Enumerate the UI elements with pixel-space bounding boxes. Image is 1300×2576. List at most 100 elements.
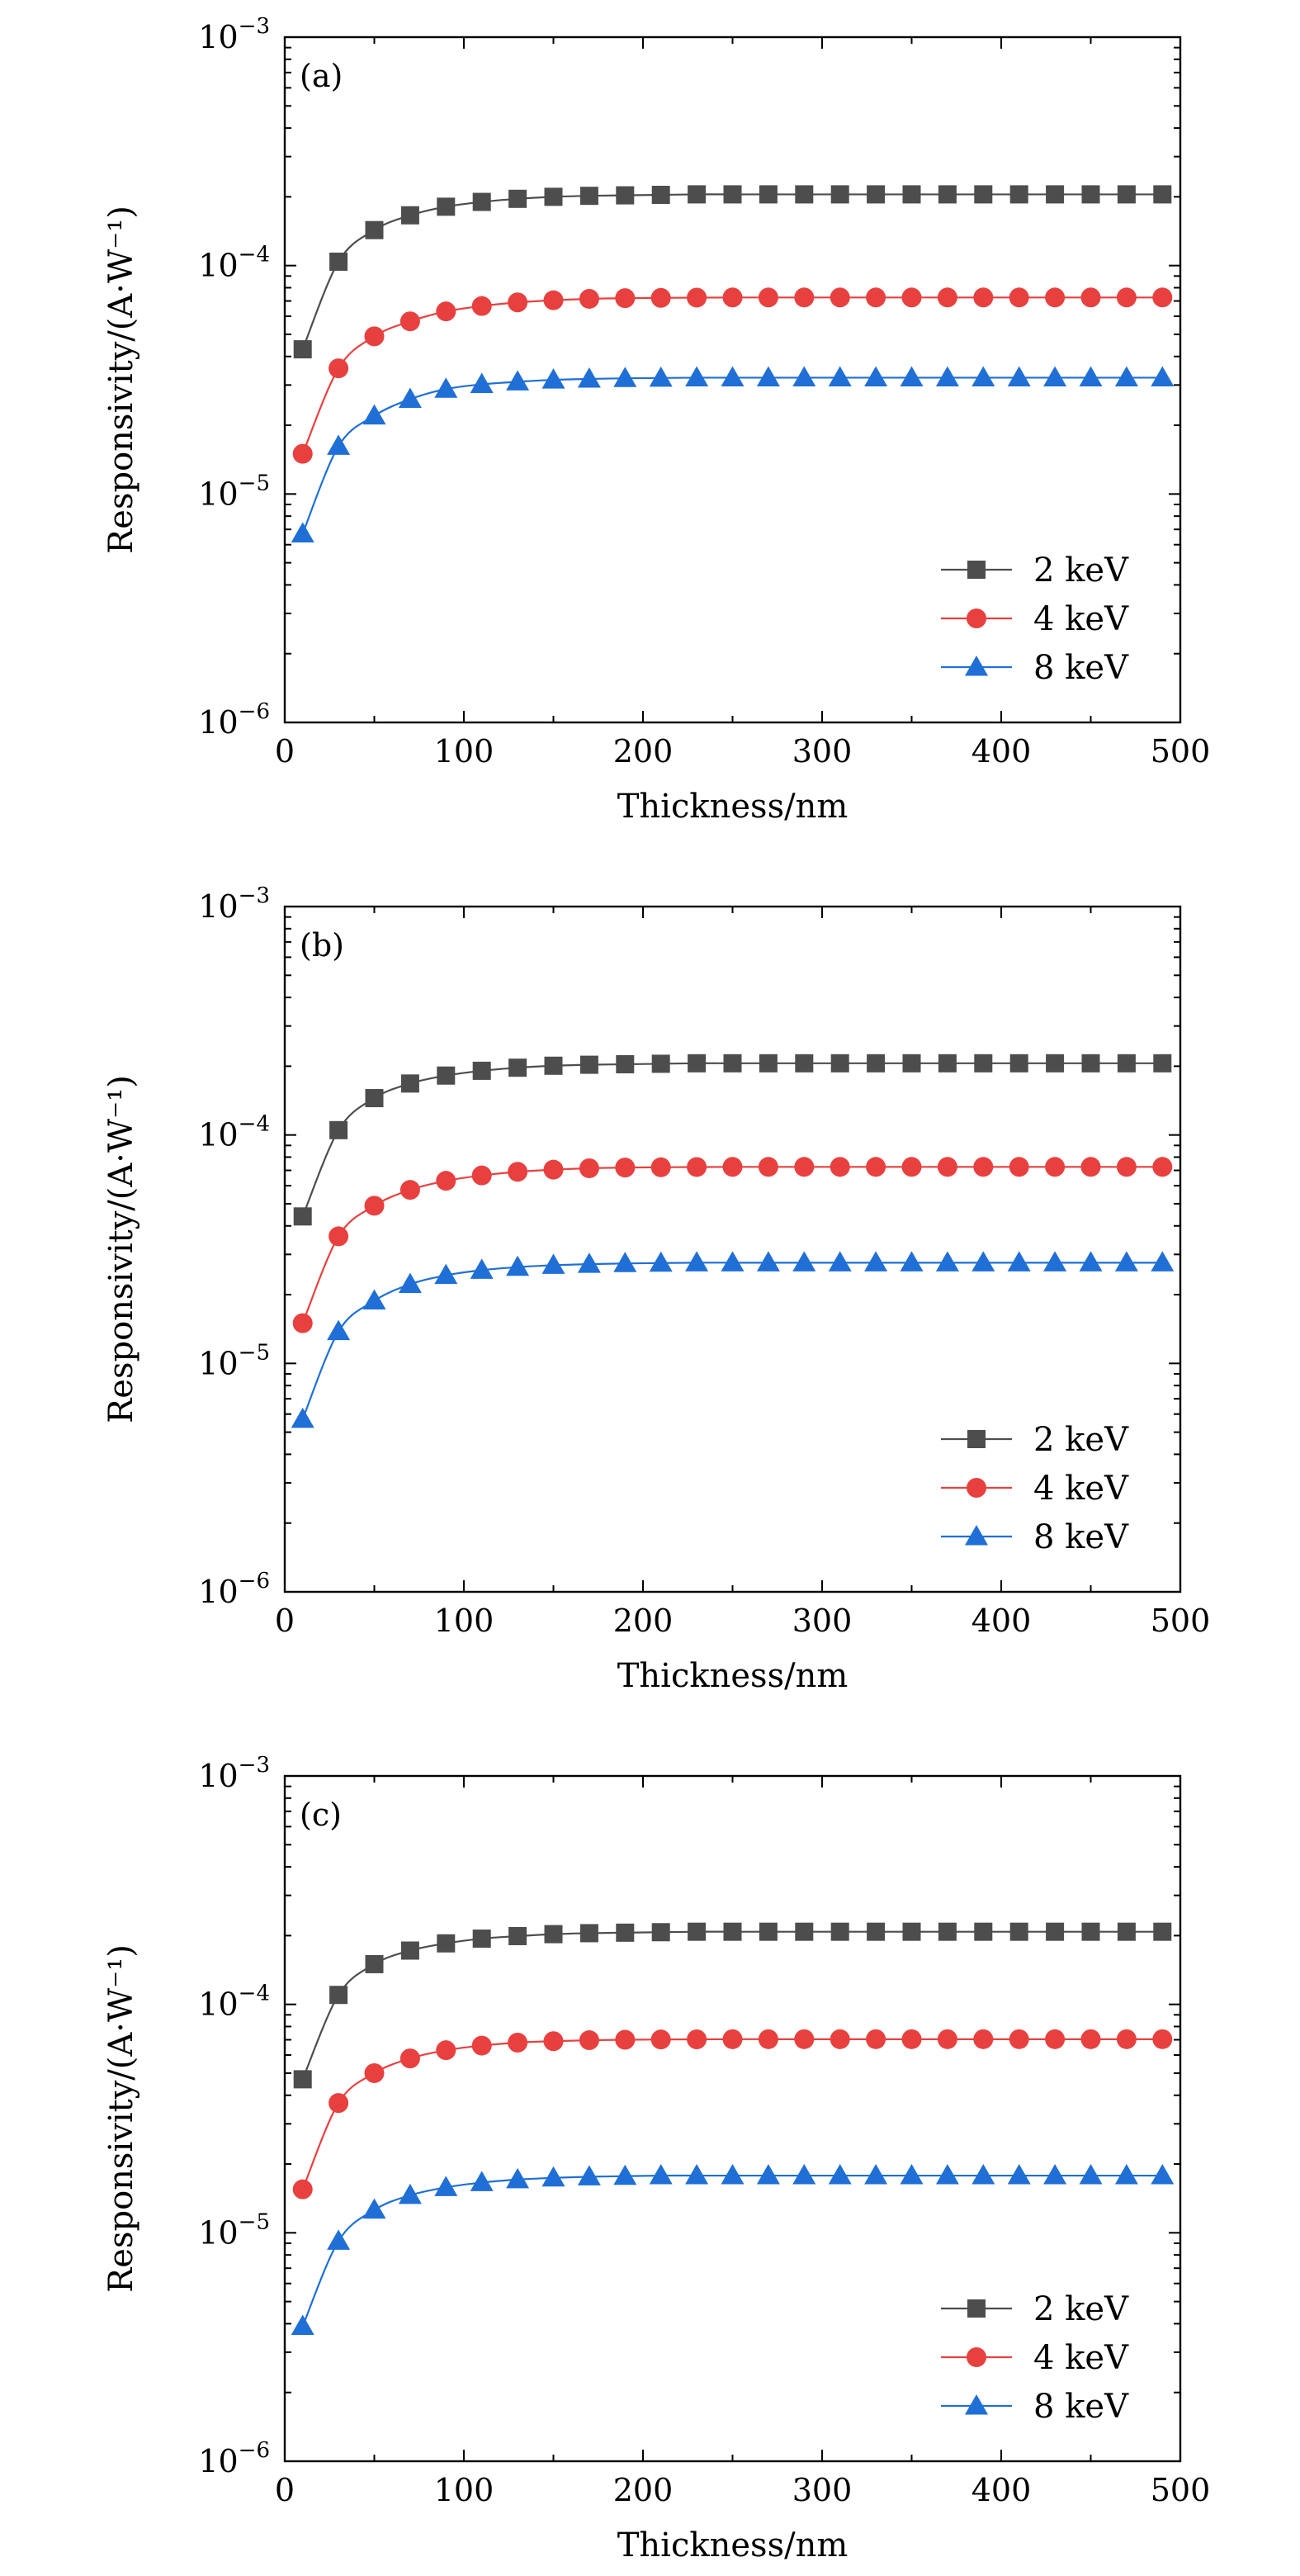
- data-point: [616, 1923, 635, 1942]
- legend-label: 8 keV: [1033, 649, 1129, 687]
- y-tick-label: 10−5: [198, 2209, 270, 2251]
- data-point: [1116, 1157, 1137, 1177]
- data-point: [579, 187, 598, 206]
- data-point: [1009, 1054, 1028, 1073]
- data-point: [1151, 1251, 1175, 1271]
- data-point: [543, 290, 564, 310]
- data-point: [472, 192, 491, 211]
- y-tick-label: 10−5: [198, 1340, 270, 1381]
- data-point: [650, 1157, 671, 1177]
- data-point: [794, 1157, 815, 1177]
- data-point: [723, 1922, 742, 1941]
- data-point: [935, 366, 959, 386]
- data-point: [935, 1251, 959, 1271]
- data-point: [900, 366, 924, 386]
- data-point: [795, 1922, 814, 1941]
- data-point: [723, 1054, 742, 1073]
- data-point: [687, 287, 707, 308]
- x-tick-label: 200: [613, 2472, 674, 2508]
- panel-label: (c): [300, 1797, 342, 1833]
- data-point: [938, 1054, 957, 1073]
- panel-label: (b): [300, 927, 344, 964]
- y-tick-label: 10−4: [198, 1982, 270, 2023]
- data-point: [1152, 287, 1173, 308]
- x-tick-label: 200: [613, 1603, 674, 1639]
- data-point: [756, 2164, 780, 2185]
- legend-marker: [967, 2347, 986, 2367]
- data-point: [828, 2164, 852, 2185]
- legend-marker: [965, 2394, 988, 2415]
- data-point: [722, 287, 743, 308]
- data-point: [1043, 366, 1067, 386]
- data-point: [544, 187, 563, 206]
- data-point: [436, 1171, 456, 1191]
- data-point: [434, 1263, 458, 1285]
- data-point: [651, 1054, 670, 1073]
- series-line-8-keV: [301, 1262, 1163, 1420]
- data-point: [471, 296, 492, 316]
- data-point: [758, 2029, 778, 2049]
- data-point: [971, 366, 995, 386]
- data-point: [1079, 366, 1103, 386]
- data-point: [900, 1251, 924, 1271]
- data-point: [1046, 1054, 1065, 1073]
- data-point: [508, 1162, 528, 1182]
- data-point: [291, 522, 314, 542]
- data-point: [974, 1922, 993, 1941]
- data-point: [722, 1157, 743, 1177]
- legend-label: 2 keV: [1033, 552, 1129, 590]
- data-point: [688, 185, 707, 204]
- x-tick-label: 500: [1151, 733, 1211, 769]
- data-point: [935, 2164, 959, 2185]
- data-point: [867, 1922, 886, 1941]
- y-tick-label: 10−5: [198, 471, 270, 512]
- data-point: [685, 2164, 709, 2185]
- data-point: [795, 185, 814, 204]
- data-point: [1079, 2164, 1103, 2185]
- data-point: [399, 1180, 420, 1200]
- data-point: [1007, 2164, 1031, 2185]
- x-tick-label: 100: [434, 2472, 494, 2508]
- y-axis-title: Responsivity/(A·W⁻¹): [102, 1944, 140, 2293]
- x-axis-title: Thickness/nm: [617, 2526, 849, 2564]
- data-point: [616, 186, 635, 205]
- x-tick-label: 500: [1151, 1603, 1211, 1639]
- data-point: [756, 1251, 780, 1271]
- data-point: [508, 2033, 528, 2053]
- data-point: [506, 370, 530, 391]
- data-point: [756, 366, 780, 386]
- data-point: [543, 1159, 564, 1180]
- data-point: [329, 1120, 348, 1139]
- data-point: [577, 1252, 601, 1273]
- data-point: [613, 367, 637, 387]
- data-point: [400, 1941, 419, 1960]
- data-point: [329, 2093, 349, 2114]
- data-point: [830, 1054, 849, 1073]
- x-tick-label: 0: [275, 2472, 295, 2508]
- x-axis-title: Thickness/nm: [617, 788, 849, 826]
- legend-marker: [967, 608, 986, 628]
- data-point: [508, 292, 528, 313]
- data-point: [1151, 366, 1175, 386]
- data-point: [615, 288, 636, 309]
- data-point: [437, 197, 456, 216]
- data-point: [579, 1924, 598, 1943]
- data-point: [293, 1207, 312, 1226]
- chart-panel: 0 100 200 300 400 500 10−6 10−5 10−4 10−3 Thicknes…: [102, 14, 1210, 826]
- data-point: [721, 2164, 745, 2185]
- legend-label: 8 keV: [1033, 1518, 1129, 1556]
- data-point: [329, 1226, 349, 1247]
- data-point: [937, 1157, 957, 1177]
- x-tick-label: 200: [613, 733, 674, 769]
- data-point: [329, 1986, 348, 2005]
- data-point: [687, 1157, 707, 1177]
- data-point: [1009, 1922, 1028, 1941]
- data-point: [1009, 287, 1029, 308]
- data-point: [472, 1061, 491, 1080]
- chart-panel: 0 100 200 300 400 500 10−6 10−5 10−4 10−3 Thicknes…: [102, 1753, 1210, 2564]
- y-tick-label: 10−6: [198, 699, 270, 741]
- y-tick-label: 10−3: [198, 1753, 270, 1794]
- data-point: [1007, 1251, 1031, 1271]
- data-point: [362, 404, 386, 425]
- data-point: [971, 1251, 995, 1271]
